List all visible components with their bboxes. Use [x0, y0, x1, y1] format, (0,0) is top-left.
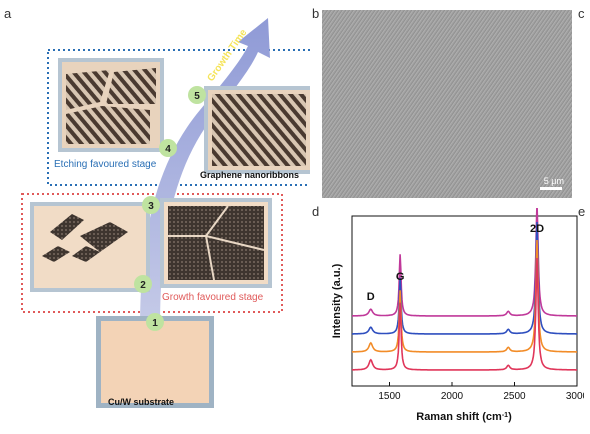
raman-series-2 [352, 221, 577, 335]
step-2-label: 2 [140, 280, 146, 291]
step-4-label: 4 [165, 144, 171, 155]
etching-tile-2 [204, 86, 310, 174]
plot-frame [351, 215, 578, 387]
step-4-circle: 4 [159, 139, 177, 157]
growth-tile-2 [160, 198, 272, 288]
x-tick-label: 2500 [503, 391, 526, 402]
step-5-circle: 5 [188, 86, 206, 104]
etching-tile-1 [58, 58, 164, 152]
step-3-label: 3 [148, 201, 154, 212]
growth-stage-box [21, 193, 283, 313]
etching-stage-box [47, 49, 310, 186]
substrate-label: Cu/W substrate [108, 397, 175, 407]
raman-series-4 [352, 257, 577, 371]
growth-tile-1 [30, 202, 150, 292]
substrate-block [96, 316, 214, 408]
scale-bar [540, 187, 562, 190]
panel-letter-e: e [578, 204, 586, 219]
growth-stage-label: Growth favoured stage [162, 292, 264, 303]
panel-letter-d: d [312, 204, 320, 219]
x-tick-label: 3000 [566, 391, 584, 402]
step-5-label: 5 [194, 91, 200, 102]
raman-series-3 [352, 239, 577, 353]
panel-letter-b: b [312, 6, 320, 21]
y-axis-label: Intensity (a.u.) [331, 263, 343, 338]
growth-arrow [140, 18, 270, 330]
x-axis-label: Raman shift (cm-1) [416, 411, 512, 423]
peak-label-2d: 2D [530, 223, 544, 235]
step-1-circle: 1 [146, 313, 164, 331]
scale-bar-label: 5 μm [543, 176, 564, 186]
raman-chart: 1500 2000 2500 3000 D G 2D Raman shift (cm-1)… [331, 208, 584, 423]
x-tick-label: 1500 [378, 391, 401, 402]
step-2-circle: 2 [134, 275, 152, 293]
peak-label-d: D [367, 291, 375, 303]
x-tick-label: 2000 [441, 391, 464, 402]
growth-schematic: 1 2 3 4 5 Growth Time [21, 18, 310, 408]
panel-letter-a: a [4, 6, 12, 21]
panel-letter-c: c [578, 6, 585, 21]
step-3-circle: 3 [142, 196, 160, 214]
etching-stage-label: Etching favoured stage [54, 159, 157, 170]
step-1-label: 1 [152, 318, 158, 329]
sem-image: 5 μm [322, 10, 572, 198]
peak-label-g: G [396, 271, 405, 283]
nanoribbons-label: Graphene nanoribbons [200, 170, 300, 180]
